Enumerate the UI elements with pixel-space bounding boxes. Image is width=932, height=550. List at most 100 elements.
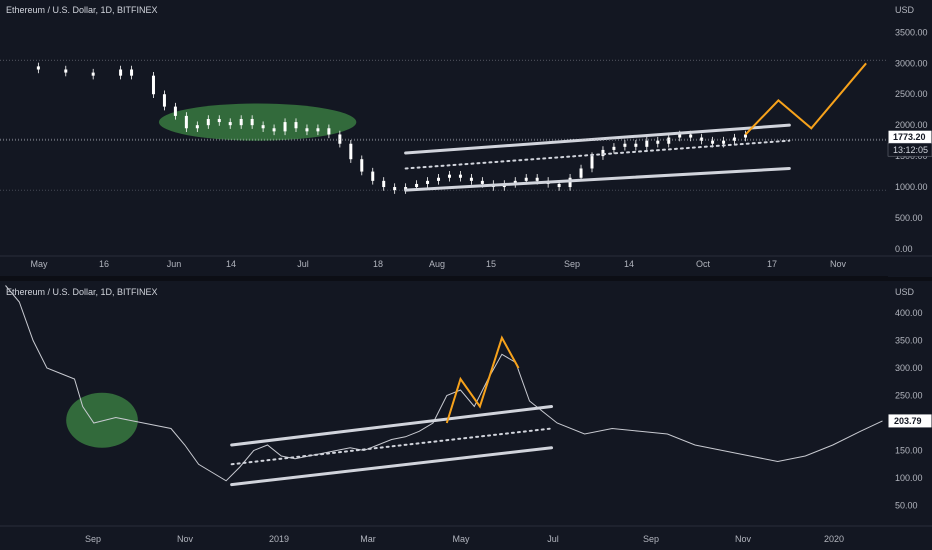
panel2-x-tick-8: 2020 xyxy=(824,534,844,544)
panel1-candle-body-45 xyxy=(579,168,583,178)
panel2-upper-channel-line[interactable] xyxy=(230,405,554,447)
panel2-x-tick-3: Mar xyxy=(360,534,376,544)
panel1-candle-body-11 xyxy=(206,118,210,126)
panel1-highlight-zone xyxy=(158,103,357,141)
panel2-y-tick-5: 300.00 xyxy=(895,363,923,373)
panel1-x-tick-1: 16 xyxy=(99,259,109,269)
panel1-candle-body-55 xyxy=(689,134,693,138)
panel1-y-tick-7: 3500.00 xyxy=(895,27,928,37)
panel1-middle-channel-line[interactable] xyxy=(404,139,791,170)
panel1-candle-body-17 xyxy=(272,128,276,132)
panel1-candle-body-9 xyxy=(184,115,188,129)
panel1-candle-body-15 xyxy=(250,118,254,126)
panel1-countdown-box xyxy=(887,142,932,157)
panel1-candle-body-47 xyxy=(601,149,605,157)
panel1-x-tick-6: Aug xyxy=(429,259,445,269)
panel1-candle-body-7 xyxy=(162,94,166,107)
panel2-middle-channel-line[interactable] xyxy=(230,427,553,466)
panel1-y-tick-1: 500.00 xyxy=(895,213,923,223)
panel1-candle-body-50 xyxy=(634,143,638,147)
panel2-y-tick-4: 250.00 xyxy=(895,391,923,401)
panel1-candle-body-26 xyxy=(371,171,375,181)
panel2-projection-path[interactable] xyxy=(445,335,520,424)
panel2-y-tick-1: 100.00 xyxy=(895,473,923,483)
panel1-candle-body-32 xyxy=(437,177,441,181)
panel1-x-tick-2: Jun xyxy=(167,259,182,269)
panel2-x-tick-1: Nov xyxy=(177,534,194,544)
panel1-candle-body-56 xyxy=(700,137,704,141)
panel1-x-tick-11: 17 xyxy=(767,259,777,269)
panel2-y-tick-2: 150.00 xyxy=(895,446,923,456)
panel2-price-line xyxy=(5,285,883,482)
panel1-candle-body-33 xyxy=(447,174,451,178)
panel1-candle-body-29 xyxy=(404,187,408,191)
panel1-candle-body-25 xyxy=(360,159,364,172)
panel1-candle-body-44 xyxy=(568,177,572,188)
panel1-candle-body-5 xyxy=(130,69,134,76)
panel2-x-tick-0: Sep xyxy=(85,534,101,544)
panel1-candle-body-41 xyxy=(535,177,539,181)
panel1-candle-body-24 xyxy=(349,143,353,160)
panel1-currency-label: USD xyxy=(895,5,915,15)
panel1-candle-body-35 xyxy=(469,177,473,181)
panel1-candle-body-51 xyxy=(645,140,649,147)
panel1-y-tick-5: 2500.00 xyxy=(895,89,928,99)
panel1-candle-body-43 xyxy=(557,183,561,188)
panel2-highlight-zone xyxy=(66,392,138,448)
panel1-lower-channel-line[interactable] xyxy=(404,166,791,192)
panel2-x-tick-4: May xyxy=(452,534,470,544)
panel1-candle-body-2 xyxy=(64,69,68,73)
panel1-candle-body-53 xyxy=(667,137,671,144)
panel2-last-price-box xyxy=(887,413,932,429)
panel2-x-tick-2: 2019 xyxy=(269,534,289,544)
panel1-candle-body-54 xyxy=(678,134,682,138)
panel2-x-tick-7: Nov xyxy=(735,534,752,544)
panel1-candle-body-10 xyxy=(195,125,199,129)
panel2-y-tick-0: 50.00 xyxy=(895,501,918,511)
panel1-candle-body-28 xyxy=(393,187,397,191)
panel1-candle-body-12 xyxy=(217,118,221,123)
panel1-candle-body-52 xyxy=(656,140,660,144)
panel1-x-tick-7: 15 xyxy=(486,259,496,269)
panel1-candle-body-21 xyxy=(316,128,320,132)
panel1-x-tick-8: Sep xyxy=(564,259,580,269)
panel1-candle-body-58 xyxy=(722,140,726,144)
panel2-chart-title: Ethereum / U.S. Dollar, 1D, BITFINEX xyxy=(6,287,158,297)
panel1-candle-body-48 xyxy=(612,146,616,150)
panel1-candle-body-49 xyxy=(623,143,627,147)
panel1-x-tick-3: 14 xyxy=(226,259,236,269)
panel1-candle-body-20 xyxy=(305,128,309,132)
panel2-lower-channel-line[interactable] xyxy=(230,446,554,487)
panel2-currency-label: USD xyxy=(895,287,915,297)
panel1-last-price-label: 1773.20 xyxy=(893,132,926,142)
panel1-candle-body-3 xyxy=(91,72,95,76)
panel1-x-tick-4: Jul xyxy=(297,259,309,269)
panel1-x-tick-9: 14 xyxy=(624,259,634,269)
panel1-candle-body-19 xyxy=(294,122,298,129)
panel1-candle-body-1 xyxy=(36,66,40,70)
panel1-candle-body-59 xyxy=(733,137,737,141)
panel1-candle-body-36 xyxy=(480,180,484,184)
panel1-y-tick-0: 0.00 xyxy=(895,244,913,254)
panel1-candle-body-16 xyxy=(261,125,265,129)
panel1-candle-body-40 xyxy=(524,177,528,181)
panel1-x-tick-0: May xyxy=(30,259,48,269)
panel1-x-tick-12: Nov xyxy=(830,259,847,269)
panel1-y-tick-2: 1000.00 xyxy=(895,182,928,192)
panel-separator xyxy=(0,276,932,281)
panel1-y-tick-6: 3000.00 xyxy=(895,58,928,68)
panel1-candle-body-34 xyxy=(458,174,462,178)
panel1-candle-body-31 xyxy=(426,180,430,184)
panel2-y-tick-6: 350.00 xyxy=(895,336,923,346)
panel2-x-tick-6: Sep xyxy=(643,534,659,544)
panel1-candle-body-6 xyxy=(151,75,155,95)
panel1-projection-path[interactable] xyxy=(744,62,867,136)
panel1-candle-body-60 xyxy=(743,134,747,138)
panel1-candle-body-8 xyxy=(173,106,177,116)
panel1-candle-body-27 xyxy=(382,180,386,188)
panel1-candle-body-22 xyxy=(327,128,331,135)
panel1-y-tick-4: 2000.00 xyxy=(895,120,928,130)
panel1-x-tick-5: 18 xyxy=(373,259,383,269)
